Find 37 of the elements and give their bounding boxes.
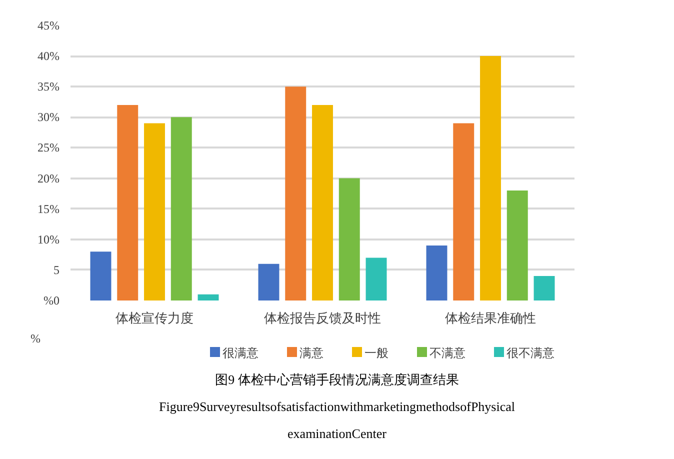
y-tick-label: 40% (38, 49, 60, 64)
y-tick-label: 25% (38, 140, 60, 155)
legend-label: 很满意 (222, 345, 258, 362)
bar (117, 104, 138, 300)
legend-label: 满意 (298, 345, 324, 362)
bar (338, 178, 360, 300)
bar (285, 86, 306, 300)
bar (426, 246, 448, 300)
bar (506, 190, 528, 300)
text: % (30, 332, 40, 346)
legend-label: 不满意 (428, 345, 466, 362)
y-tick-label: 15% (38, 202, 60, 216)
y-tick-label: 30% (38, 110, 60, 124)
y-tick-label: 10% (38, 232, 60, 246)
y-tick-label: 45% (38, 18, 60, 32)
x-tick-label: 体检宣传力度 (116, 310, 194, 326)
caption: 图9 体检中心营销手段情况满意度调查结果 (215, 371, 459, 389)
bar (90, 252, 112, 300)
y-tick-label: 5 (54, 262, 60, 277)
bar (312, 104, 333, 300)
bar (170, 117, 192, 300)
bar (366, 258, 387, 300)
bar (198, 294, 219, 300)
x-tick-label: 体检结果准确性 (445, 312, 536, 326)
y-tick-label: 20% (38, 171, 60, 186)
y-tick-label: 35% (38, 80, 60, 94)
bar (144, 123, 165, 300)
text: examinationCenter (288, 425, 386, 443)
bar (258, 264, 280, 300)
legend-label: 很不满意 (506, 345, 554, 362)
bar (453, 123, 474, 300)
bar (534, 276, 555, 300)
caption: Figure9SurveyresultsofsatisfactionwithmarketingmethodsofPhysical (159, 398, 515, 416)
bar (480, 56, 501, 300)
y-tick-label: %0 (44, 294, 60, 308)
x-tick-label: 体检报告反馈及时性 (264, 312, 381, 326)
legend-label: 一般 (364, 345, 388, 362)
